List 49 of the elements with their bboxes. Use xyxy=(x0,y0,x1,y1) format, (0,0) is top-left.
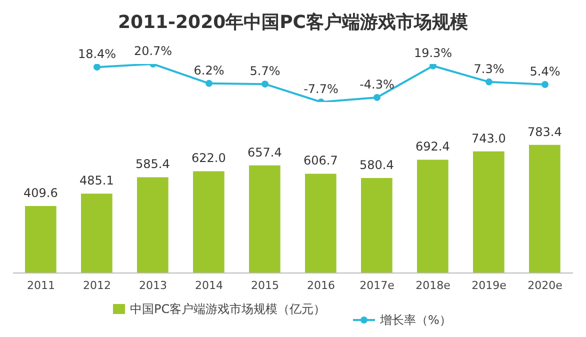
x-tick-label: 2020e xyxy=(528,278,563,292)
data-label: 622.0 xyxy=(192,151,226,166)
legend-label: 中国PC客户端游戏市场规模（亿元） xyxy=(130,300,326,318)
data-label: 743.0 xyxy=(472,131,506,146)
point xyxy=(542,80,548,88)
data-label: 19.3% xyxy=(414,46,452,60)
legend-label: 增长率（%） xyxy=(380,312,452,328)
data-label: 606.7 xyxy=(304,154,338,168)
data-label: 20.7% xyxy=(134,44,172,58)
data-label: 7.3% xyxy=(474,62,504,76)
bar xyxy=(361,178,392,273)
bar xyxy=(249,165,280,273)
data-label: 485.1 xyxy=(80,174,114,188)
bar xyxy=(81,194,112,273)
bar xyxy=(305,174,336,273)
bar xyxy=(137,177,168,273)
point xyxy=(486,78,492,86)
x-tick-label: 2018e xyxy=(416,278,451,292)
x-tick-label: 2012 xyxy=(83,278,111,292)
bar xyxy=(25,206,56,273)
data-label: 585.4 xyxy=(136,157,170,172)
point xyxy=(374,94,380,101)
x-tick-label: 2016 xyxy=(307,278,335,292)
x-tick-label: 2011 xyxy=(27,278,55,292)
data-label: 692.4 xyxy=(416,140,450,154)
point xyxy=(94,64,100,71)
point xyxy=(430,64,436,70)
x-tick-label: 2017e xyxy=(360,278,395,292)
data-label: 5.7% xyxy=(250,64,280,78)
point xyxy=(206,80,212,87)
data-label: 409.6 xyxy=(24,186,58,200)
data-label: 6.2% xyxy=(194,63,224,78)
x-tick-label: 2019e xyxy=(472,278,507,292)
data-label: 18.4% xyxy=(78,47,116,62)
x-tick-label: 2013 xyxy=(139,278,167,292)
chart-title: 2011-2020年中国PC客户端游戏市场规模 xyxy=(116,11,470,35)
data-label: 783.4 xyxy=(528,124,562,139)
bar xyxy=(473,151,504,273)
bar xyxy=(417,160,448,273)
data-label: 657.4 xyxy=(248,145,282,160)
x-tick-label: 2014 xyxy=(195,278,223,292)
bar xyxy=(529,144,560,273)
bar xyxy=(193,171,224,273)
data-label: 5.4% xyxy=(530,64,560,78)
data-label: 580.4 xyxy=(360,158,394,172)
x-tick-label: 2015 xyxy=(251,278,279,292)
point xyxy=(262,80,268,88)
data-label: -4.3% xyxy=(360,77,394,92)
data-label: -7.7% xyxy=(304,82,338,96)
